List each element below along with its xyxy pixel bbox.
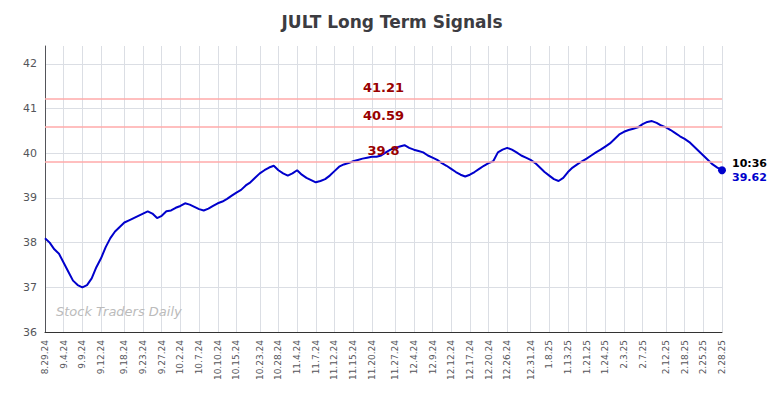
svg-text:JULT Long Term Signals: JULT Long Term Signals [280, 12, 502, 32]
svg-text:42: 42 [23, 57, 37, 70]
svg-text:11.12.24: 11.12.24 [329, 340, 339, 380]
svg-text:1.8.25: 1.8.25 [544, 340, 554, 369]
svg-text:9.18.24: 9.18.24 [119, 340, 129, 375]
svg-text:37: 37 [23, 281, 37, 294]
svg-text:9.9.24: 9.9.24 [77, 340, 87, 369]
svg-text:1.13.25: 1.13.25 [563, 340, 573, 374]
svg-text:10.10.24: 10.10.24 [213, 340, 223, 380]
svg-text:12.20.24: 12.20.24 [484, 340, 494, 380]
svg-text:10.15.24: 10.15.24 [231, 340, 241, 380]
svg-text:39.8: 39.8 [367, 143, 399, 158]
svg-text:39: 39 [23, 191, 37, 204]
svg-text:36: 36 [23, 326, 37, 339]
svg-text:12.9.24: 12.9.24 [428, 340, 438, 375]
svg-text:11.15.24: 11.15.24 [348, 340, 358, 380]
svg-text:10.2.24: 10.2.24 [175, 340, 185, 375]
svg-text:2.7.25: 2.7.25 [638, 340, 648, 369]
svg-text:12.17.24: 12.17.24 [465, 340, 475, 380]
svg-text:38: 38 [23, 236, 37, 249]
svg-text:12.26.24: 12.26.24 [502, 340, 512, 380]
svg-text:12.31.24: 12.31.24 [526, 340, 536, 380]
svg-text:2.3.25: 2.3.25 [619, 340, 629, 369]
svg-text:Stock Traders Daily: Stock Traders Daily [56, 304, 182, 319]
svg-text:2.25.25: 2.25.25 [698, 340, 708, 374]
svg-text:9.12.24: 9.12.24 [96, 340, 106, 375]
svg-text:41.21: 41.21 [363, 80, 404, 95]
svg-text:10:36: 10:36 [732, 157, 767, 170]
svg-text:9.4.24: 9.4.24 [59, 340, 69, 369]
svg-text:11.20.24: 11.20.24 [367, 340, 377, 380]
svg-text:40.59: 40.59 [363, 108, 404, 123]
svg-text:9.27.24: 9.27.24 [157, 340, 167, 375]
svg-text:12.12.24: 12.12.24 [446, 340, 456, 380]
svg-text:41: 41 [23, 102, 37, 115]
svg-text:2.12.25: 2.12.25 [661, 340, 671, 374]
svg-text:11.7.24: 11.7.24 [311, 340, 321, 375]
svg-text:10.28.24: 10.28.24 [273, 340, 283, 380]
svg-text:1.21.25: 1.21.25 [582, 340, 592, 374]
svg-text:2.18.25: 2.18.25 [680, 340, 690, 374]
svg-text:10.7.24: 10.7.24 [194, 340, 204, 375]
svg-text:40: 40 [23, 147, 37, 160]
svg-text:9.23.24: 9.23.24 [138, 340, 148, 375]
svg-text:11.4.24: 11.4.24 [292, 340, 302, 375]
svg-text:11.27.24: 11.27.24 [390, 340, 400, 380]
svg-text:10.23.24: 10.23.24 [255, 340, 265, 380]
svg-text:39.62: 39.62 [732, 171, 767, 184]
svg-text:1.24.25: 1.24.25 [600, 340, 610, 374]
svg-text:2.28.25: 2.28.25 [717, 340, 727, 374]
svg-text:8.29.24: 8.29.24 [40, 340, 50, 375]
svg-text:12.4.24: 12.4.24 [409, 340, 419, 375]
